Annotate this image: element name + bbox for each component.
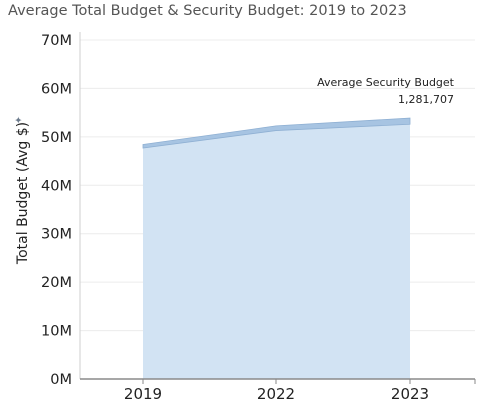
x-tick-label: 2019 xyxy=(124,385,162,403)
y-tick-label: 20M xyxy=(41,275,72,291)
axes xyxy=(79,32,476,384)
x-tick-label: 2022 xyxy=(257,385,295,403)
y-axis-label: Total Budget (Avg $) xyxy=(15,122,31,265)
tick-labels: 0M 10M 20M 30M 40M 50M 60M 70M 2019 2022 2023 Total… xyxy=(14,33,429,403)
y-label-marker: ✦ xyxy=(14,116,25,124)
annotation-title: Average Security Budget xyxy=(317,76,455,89)
y-tick-label: 70M xyxy=(41,33,72,49)
y-tick-label: 0M xyxy=(50,372,72,388)
y-tick-label: 40M xyxy=(41,178,72,194)
area-series xyxy=(142,117,411,379)
y-tick-label: 60M xyxy=(41,81,72,97)
annotation-value: 1,281,707 xyxy=(398,93,454,106)
annotations: Average Security Budget 1,281,707 xyxy=(317,76,455,106)
area-total-budget xyxy=(143,124,410,379)
y-tick-label: 50M xyxy=(41,130,72,146)
y-tick-label: 10M xyxy=(41,324,72,340)
chart-title: Average Total Budget & Security Budget: … xyxy=(8,3,407,19)
x-tick-label: 2023 xyxy=(391,385,429,403)
y-tick-label: 30M xyxy=(41,227,72,243)
area-security-budget xyxy=(142,117,411,149)
